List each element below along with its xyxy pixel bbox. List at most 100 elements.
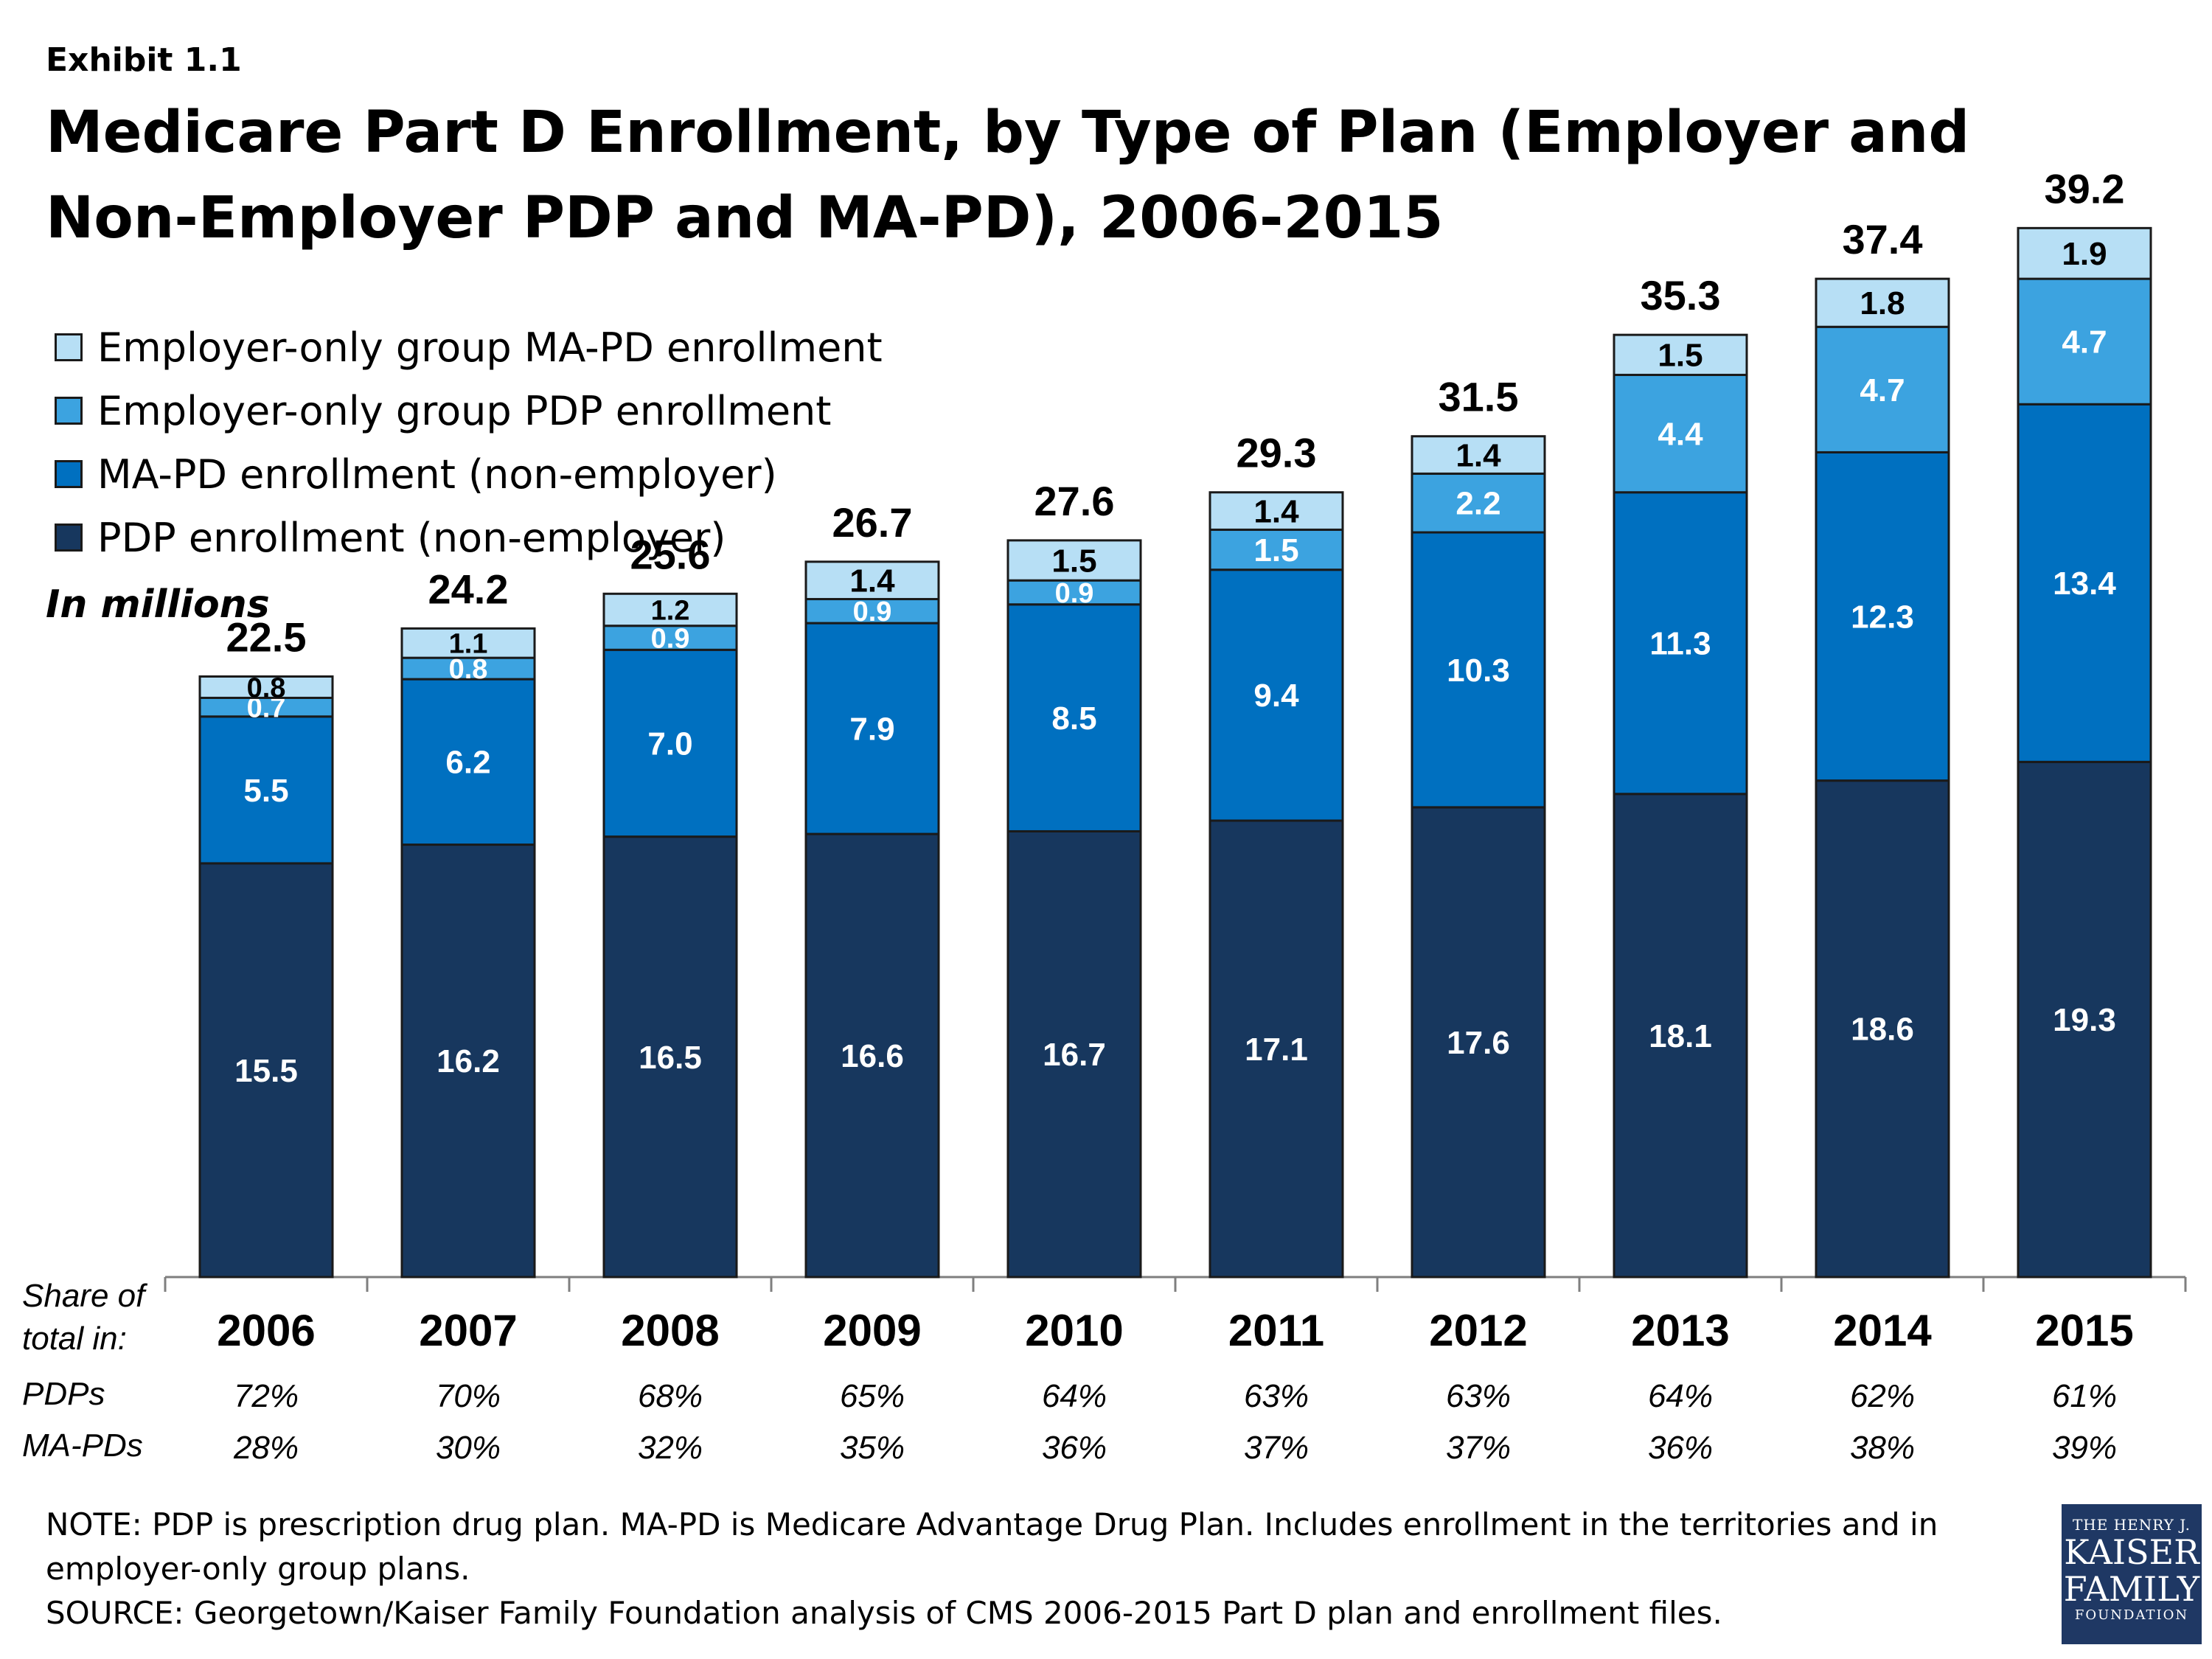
x-tick-label: 2006 — [217, 1306, 315, 1355]
share-mapd-value: 35% — [840, 1430, 905, 1466]
bar-segment — [1815, 779, 1950, 1279]
logo-line: FAMILY — [2063, 1569, 2200, 1609]
bar-segment — [1411, 472, 1546, 534]
data-label: 10.3 — [1447, 653, 1510, 689]
bar-segment — [602, 592, 738, 627]
source-text: SOURCE: Georgetown/Kaiser Family Foundat… — [46, 1595, 1722, 1631]
stacked-bar-chart: 15.55.50.70.822.5200672%28%16.26.20.81.1… — [22, 165, 2187, 1466]
data-label: 7.0 — [647, 726, 692, 762]
data-label: 0.8 — [449, 654, 488, 685]
bar-segment — [2017, 226, 2152, 280]
data-label: 4.7 — [1860, 372, 1905, 408]
bar-segment — [1006, 603, 1142, 832]
data-label: 17.1 — [1245, 1032, 1308, 1068]
data-label: 8.5 — [1051, 700, 1096, 737]
kff-logo: THE HENRY J. KAISER FAMILY FOUNDATION — [2062, 1504, 2202, 1644]
bar-segment — [804, 560, 940, 601]
total-label: 39.2 — [2045, 165, 2125, 212]
data-label: 18.1 — [1649, 1018, 1712, 1054]
legend-item-employer-pdp: Employer-only group PDP enrollment — [55, 379, 883, 442]
x-tick-label: 2014 — [1833, 1306, 1932, 1355]
data-label: 4.7 — [2062, 324, 2107, 361]
data-label: 1.2 — [651, 595, 690, 626]
share-pdp-value: 63% — [1446, 1378, 1511, 1414]
bar-segment — [2017, 760, 2152, 1279]
legend-label: Employer-only group MA-PD enrollment — [97, 324, 883, 371]
bar-segment — [1208, 491, 1344, 531]
share-mapd-value: 37% — [1446, 1430, 1511, 1466]
bar-segment — [1613, 491, 1748, 796]
data-label: 6.2 — [445, 745, 490, 781]
footnote: NOTE: PDP is prescription drug plan. MA-… — [46, 1503, 2022, 1635]
bar-segment — [1815, 325, 1950, 453]
share-pdp-value: 62% — [1850, 1378, 1915, 1414]
share-mapd-value: 30% — [436, 1430, 501, 1466]
chart-title: Medicare Part D Enrollment, by Type of P… — [46, 100, 1970, 251]
x-tick-label: 2007 — [419, 1306, 517, 1355]
bar-segment — [1815, 277, 1950, 328]
total-label: 37.4 — [1843, 216, 1923, 262]
total-label: 29.3 — [1237, 430, 1317, 476]
share-pdp-value: 70% — [436, 1378, 501, 1414]
bar-segment — [198, 696, 334, 718]
bar-segment — [602, 835, 738, 1279]
data-label: 0.8 — [247, 672, 286, 703]
share-mapd-value: 38% — [1850, 1430, 1915, 1466]
x-tick-label: 2010 — [1025, 1306, 1123, 1355]
x-tick-label: 2015 — [2035, 1306, 2133, 1355]
bar-segment — [1613, 793, 1748, 1279]
bar-segment — [1208, 819, 1344, 1279]
exhibit-label: Exhibit 1.1 — [46, 41, 242, 79]
data-label: 16.2 — [437, 1043, 500, 1079]
x-tick-label: 2008 — [621, 1306, 719, 1355]
data-label: 2.2 — [1455, 486, 1500, 522]
legend-swatch — [55, 397, 83, 425]
bar-segment — [2017, 403, 2152, 763]
share-mapd-value: 37% — [1244, 1430, 1309, 1466]
share-pdp-value: 64% — [1042, 1378, 1107, 1414]
share-mapd-value: 36% — [1042, 1430, 1107, 1466]
data-label: 11.3 — [1649, 626, 1711, 662]
bar-segment — [400, 844, 536, 1279]
bar-segment — [1613, 373, 1748, 494]
data-label: 1.4 — [849, 563, 895, 599]
bar-segment — [1208, 568, 1344, 822]
legend-label: MA-PD enrollment (non-employer) — [97, 451, 777, 498]
bar-segment — [400, 656, 536, 681]
share-pdp-value: 64% — [1648, 1378, 1713, 1414]
logo-line: THE HENRY J. — [2072, 1516, 2191, 1534]
x-tick-label: 2012 — [1429, 1306, 1527, 1355]
bar-segment — [400, 678, 536, 846]
units-label: In millions — [46, 582, 270, 627]
share-pdp-value: 61% — [2052, 1378, 2117, 1414]
total-label: 27.6 — [1034, 478, 1115, 524]
data-label: 1.1 — [449, 629, 488, 660]
total-label: 24.2 — [428, 566, 509, 612]
bar-segment — [1411, 435, 1546, 475]
bar-segment — [400, 627, 536, 659]
legend-label: Employer-only group PDP enrollment — [97, 387, 832, 434]
share-label: total in: — [22, 1321, 127, 1357]
data-label: 16.6 — [841, 1038, 904, 1074]
bar-segment — [1613, 333, 1748, 376]
bar-segment — [2017, 277, 2152, 406]
data-label: 18.6 — [1851, 1012, 1914, 1048]
data-label: 7.9 — [849, 711, 894, 747]
data-label: 9.4 — [1253, 678, 1299, 714]
data-label: 13.4 — [2053, 566, 2116, 602]
total-label: 26.7 — [832, 499, 913, 546]
share-pdp-value: 72% — [234, 1378, 299, 1414]
legend-label: PDP enrollment (non-employer) — [97, 514, 726, 561]
bar-segment — [804, 598, 940, 625]
data-label: 1.9 — [2062, 236, 2107, 272]
bar-segment — [1411, 531, 1546, 809]
data-label: 12.3 — [1851, 599, 1914, 635]
logo-line: FOUNDATION — [2074, 1607, 2189, 1623]
legend-item-employer-mapd: Employer-only group MA-PD enrollment — [55, 316, 883, 379]
data-label: 1.5 — [1658, 338, 1703, 374]
share-mapd-value: 32% — [638, 1430, 703, 1466]
bar-segment — [1815, 451, 1950, 782]
bar-segment — [602, 648, 738, 838]
bar-segment — [198, 715, 334, 865]
x-tick-label: 2011 — [1228, 1306, 1324, 1355]
